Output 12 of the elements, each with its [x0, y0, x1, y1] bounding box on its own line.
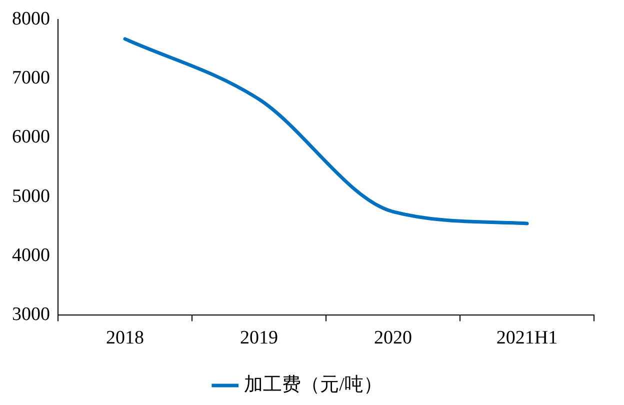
y-tick-label: 7000 — [12, 68, 50, 89]
y-tick-label: 8000 — [12, 8, 50, 30]
x-tick-label: 2019 — [240, 328, 278, 349]
y-tick-label: 6000 — [12, 126, 50, 148]
y-tick-label: 3000 — [12, 304, 50, 326]
x-tick-label: 2018 — [106, 328, 144, 349]
x-tick-label: 2020 — [374, 328, 412, 349]
line-series — [123, 37, 529, 226]
legend-label: 加工费（元/吨） — [244, 374, 382, 396]
y-tick-label: 5000 — [12, 186, 50, 207]
y-tick-label: 4000 — [12, 245, 50, 266]
x-tick-label: 2021H1 — [496, 328, 558, 349]
